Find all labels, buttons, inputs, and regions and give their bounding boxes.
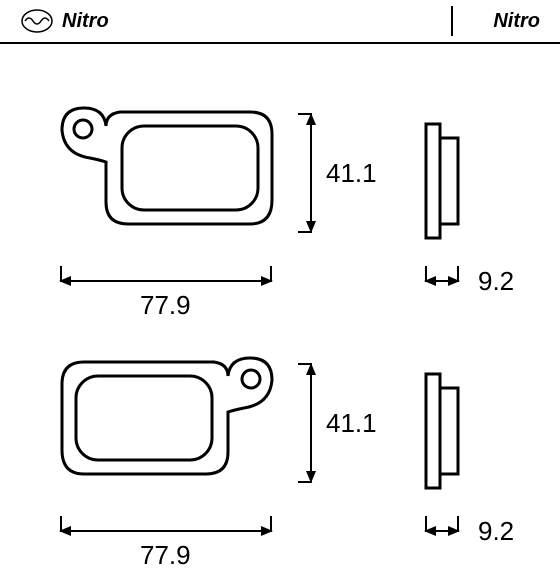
dim-tick (60, 516, 62, 530)
dim-height-top: 41.1 (326, 158, 377, 189)
dim-height-bottom: 41.1 (326, 408, 377, 439)
dim-tick (425, 266, 427, 280)
dim-width-top: 77.9 (140, 290, 191, 321)
dim-tick (298, 231, 312, 233)
dim-line-thick-bottom (425, 530, 459, 532)
dim-tick (425, 516, 427, 530)
diagram-area: 41.1 77.9 9.2 41.1 77.9 (0, 60, 560, 560)
dim-tick (270, 516, 272, 530)
dim-tick (457, 266, 459, 280)
dim-thick-bottom: 9.2 (478, 516, 514, 547)
dim-thick-top: 9.2 (478, 266, 514, 297)
pad-top-front-view (50, 100, 290, 250)
dim-line-height-top (310, 114, 312, 232)
brand-text-right: Nitro (493, 10, 540, 33)
dim-line-width-top (60, 280, 272, 282)
dim-tick (60, 266, 62, 280)
pad-top-side-view (420, 120, 470, 250)
dim-width-bottom: 77.9 (140, 540, 191, 571)
header-divider (451, 6, 453, 36)
dim-line-thick-top (425, 280, 459, 282)
dim-tick (270, 266, 272, 280)
logo-group: Nitro (20, 7, 109, 35)
dim-line-height-bottom (310, 364, 312, 482)
dim-tick (298, 113, 312, 115)
brand-text-left: Nitro (62, 10, 109, 33)
dim-tick (298, 363, 312, 365)
dim-tick (457, 516, 459, 530)
brand-logo-icon (20, 7, 54, 35)
dim-tick (298, 481, 312, 483)
dim-line-width-bottom (60, 530, 272, 532)
pad-bottom-side-view (420, 370, 470, 500)
pad-bottom-front-view (50, 350, 290, 500)
header-bar: Nitro Nitro (0, 0, 560, 44)
header-right: Nitro (451, 6, 540, 36)
